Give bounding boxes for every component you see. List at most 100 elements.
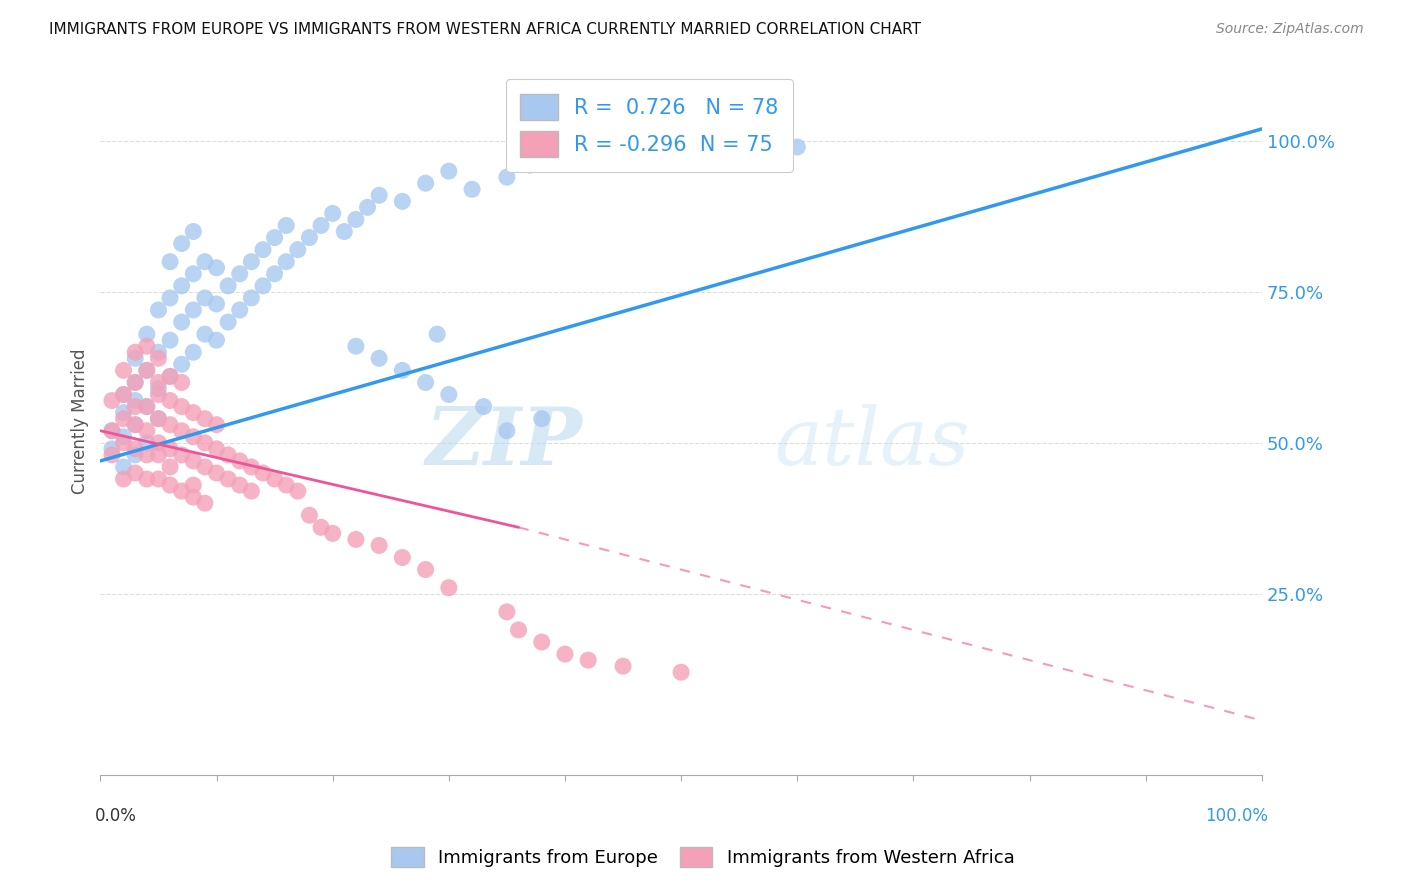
Point: [181, 406, 204, 420]
Point: [135, 363, 157, 377]
Point: [344, 533, 367, 547]
Point: [124, 393, 146, 408]
Point: [101, 442, 124, 456]
Legend: R =  0.726   N = 78, R = -0.296  N = 75: R = 0.726 N = 78, R = -0.296 N = 75: [506, 78, 793, 172]
Point: [101, 424, 124, 438]
Text: 0.0%: 0.0%: [94, 806, 136, 825]
Point: [148, 351, 170, 366]
Point: [437, 164, 460, 178]
Point: [170, 278, 193, 293]
Point: [437, 387, 460, 401]
Point: [252, 278, 274, 293]
Point: [263, 267, 285, 281]
Point: [309, 219, 332, 233]
Point: [170, 424, 193, 438]
Point: [135, 363, 157, 377]
Point: [461, 182, 484, 196]
Point: [194, 254, 217, 268]
Point: [368, 351, 391, 366]
Point: [240, 254, 263, 268]
Point: [181, 345, 204, 359]
Point: [170, 315, 193, 329]
Point: [217, 472, 239, 486]
Point: [612, 659, 634, 673]
Point: [148, 411, 170, 425]
Point: [322, 526, 344, 541]
Point: [728, 110, 751, 124]
Point: [148, 411, 170, 425]
Text: 100.0%: 100.0%: [1205, 806, 1268, 825]
Point: [287, 484, 309, 499]
Y-axis label: Currently Married: Currently Married: [72, 349, 89, 494]
Point: [148, 387, 170, 401]
Point: [530, 411, 553, 425]
Point: [181, 303, 204, 318]
Point: [276, 254, 298, 268]
Point: [205, 260, 228, 275]
Point: [124, 448, 146, 462]
Point: [229, 454, 252, 468]
Point: [508, 623, 530, 637]
Point: [298, 508, 321, 523]
Point: [159, 291, 181, 305]
Point: [205, 297, 228, 311]
Point: [576, 653, 599, 667]
Point: [159, 417, 181, 432]
Point: [344, 339, 367, 353]
Point: [181, 430, 204, 444]
Point: [415, 563, 437, 577]
Point: [170, 400, 193, 414]
Point: [124, 466, 146, 480]
Point: [112, 387, 135, 401]
Point: [159, 459, 181, 474]
Point: [159, 254, 181, 268]
Point: [229, 267, 252, 281]
Point: [205, 442, 228, 456]
Point: [181, 267, 204, 281]
Point: [205, 466, 228, 480]
Point: [124, 417, 146, 432]
Point: [322, 206, 344, 220]
Point: [496, 170, 519, 185]
Point: [391, 363, 413, 377]
Point: [240, 459, 263, 474]
Point: [194, 459, 217, 474]
Point: [437, 581, 460, 595]
Point: [112, 363, 135, 377]
Point: [669, 116, 692, 130]
Point: [181, 478, 204, 492]
Point: [148, 435, 170, 450]
Point: [181, 225, 204, 239]
Point: [194, 327, 217, 342]
Point: [519, 158, 541, 172]
Point: [159, 393, 181, 408]
Point: [252, 466, 274, 480]
Point: [276, 478, 298, 492]
Point: [496, 605, 519, 619]
Point: [205, 417, 228, 432]
Point: [148, 376, 170, 390]
Point: [124, 376, 146, 390]
Point: [554, 647, 576, 661]
Point: [240, 484, 263, 499]
Point: [415, 376, 437, 390]
Text: Source: ZipAtlas.com: Source: ZipAtlas.com: [1216, 22, 1364, 37]
Point: [205, 333, 228, 347]
Point: [124, 417, 146, 432]
Point: [124, 345, 146, 359]
Point: [496, 424, 519, 438]
Point: [554, 146, 576, 161]
Point: [276, 219, 298, 233]
Point: [309, 520, 332, 534]
Point: [135, 400, 157, 414]
Point: [112, 430, 135, 444]
Point: [287, 243, 309, 257]
Text: IMMIGRANTS FROM EUROPE VS IMMIGRANTS FROM WESTERN AFRICA CURRENTLY MARRIED CORRE: IMMIGRANTS FROM EUROPE VS IMMIGRANTS FRO…: [49, 22, 921, 37]
Point: [356, 200, 378, 214]
Point: [101, 448, 124, 462]
Point: [181, 490, 204, 504]
Point: [170, 376, 193, 390]
Point: [240, 291, 263, 305]
Point: [194, 411, 217, 425]
Point: [170, 357, 193, 371]
